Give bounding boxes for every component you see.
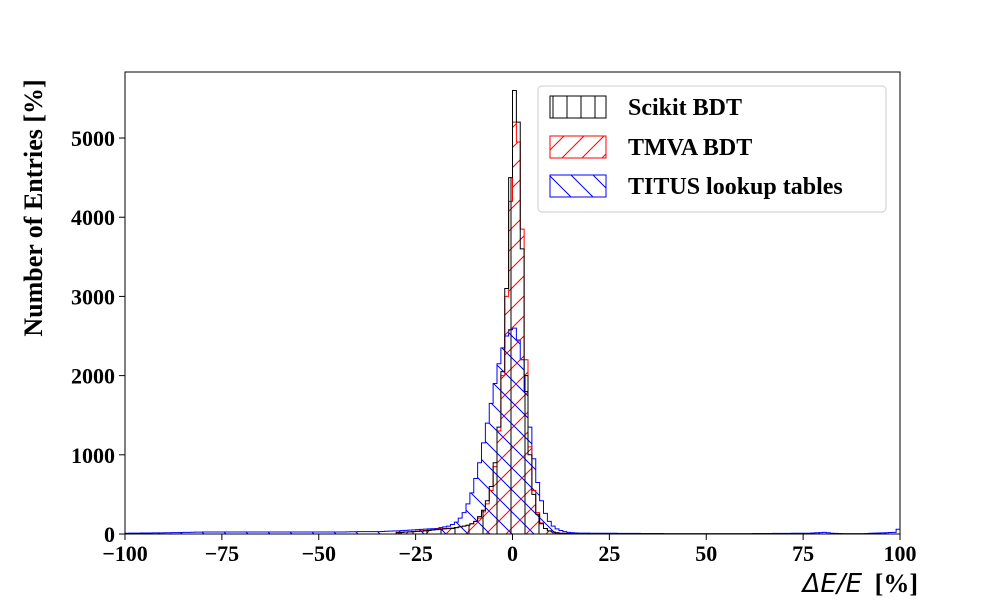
y-tick-label: 1000 (71, 443, 115, 468)
y-axis-title: Number of Entries [%] (19, 79, 48, 336)
legend: Scikit BDT TMVA BDT TITUS lookup tables (537, 85, 887, 213)
y-tick-label: 3000 (71, 284, 115, 309)
x-tick-label: 100 (884, 541, 917, 566)
x-tick-label: 25 (598, 541, 620, 566)
legend-label-scikit: Scikit BDT (628, 95, 742, 121)
histogram-scikit-bdt (395, 90, 575, 534)
y-axis-ticks: 0 1000 2000 3000 4000 5000 (71, 126, 125, 547)
x-axis-title-unit: [%] (875, 569, 918, 598)
series-layer (125, 90, 900, 534)
x-tick-label: −25 (398, 541, 433, 566)
legend-box (537, 85, 887, 213)
x-axis-ticks: −100 −75 −50 −25 0 25 50 75 100 (102, 534, 917, 566)
x-tick-label: 75 (792, 541, 814, 566)
legend-label-titus: TITUS lookup tables (628, 174, 843, 200)
y-tick-label: 2000 (71, 364, 115, 389)
legend-swatch-tmva (549, 135, 607, 159)
y-tick-label: 5000 (71, 126, 115, 151)
x-tick-label: 0 (507, 541, 518, 566)
x-axis-title-math: ΔE/E (801, 569, 863, 599)
x-tick-label: 50 (695, 541, 717, 566)
x-tick-label: −50 (301, 541, 336, 566)
y-tick-label: 0 (104, 522, 115, 547)
legend-swatch-titus (549, 174, 607, 198)
legend-swatch-scikit (549, 95, 607, 119)
x-tick-label: −100 (102, 541, 148, 566)
series-scikit-bdt (395, 90, 575, 534)
x-tick-label: −75 (205, 541, 240, 566)
y-tick-label: 4000 (71, 205, 115, 230)
legend-label-tmva: TMVA BDT (628, 135, 752, 161)
